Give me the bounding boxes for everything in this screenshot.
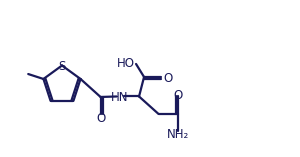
Text: HO: HO	[117, 57, 135, 70]
Text: NH₂: NH₂	[167, 128, 189, 141]
Text: O: O	[163, 72, 172, 85]
Text: O: O	[96, 112, 105, 125]
Text: O: O	[173, 89, 183, 102]
Text: HN: HN	[111, 92, 129, 104]
Text: S: S	[58, 60, 66, 73]
